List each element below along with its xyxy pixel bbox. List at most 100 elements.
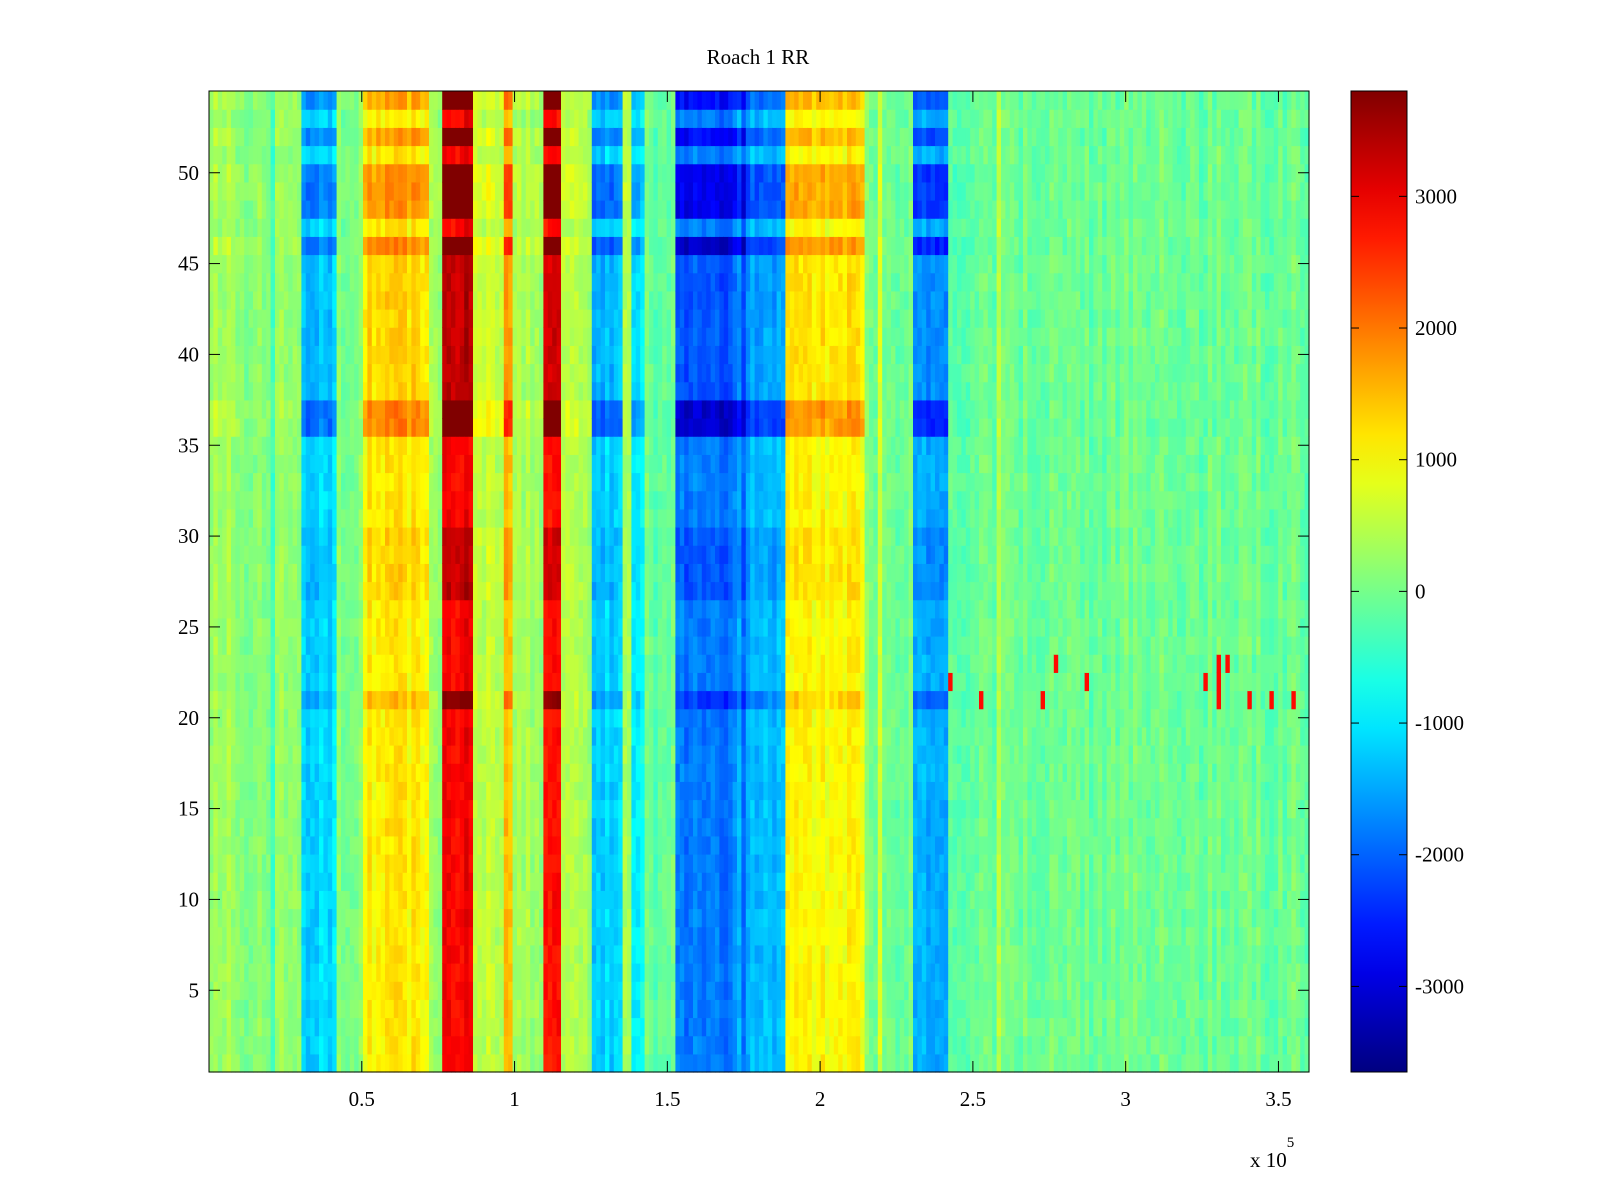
heatmap-cell	[587, 581, 593, 601]
heatmap-cell	[363, 200, 368, 219]
heatmap-cell	[446, 1017, 452, 1037]
heatmap-cell	[473, 145, 478, 165]
heatmap-cell	[261, 763, 267, 782]
heatmap-cell	[244, 799, 250, 819]
heatmap-cell	[336, 272, 342, 292]
heatmap-cell	[244, 672, 250, 692]
heatmap-cell	[517, 490, 522, 510]
heatmap-cell	[446, 508, 452, 528]
heatmap-cell	[613, 708, 619, 728]
heatmap-cell	[402, 490, 408, 510]
heatmap-cell	[393, 963, 399, 982]
heatmap-cell	[468, 472, 474, 492]
heatmap-cell	[261, 617, 267, 637]
heatmap-cell	[371, 799, 377, 819]
heatmap-cell	[363, 472, 368, 492]
heatmap-cell	[270, 599, 276, 619]
heatmap-cell	[363, 581, 368, 601]
heatmap-cell	[499, 436, 505, 455]
heatmap-cell	[217, 381, 223, 401]
heatmap-cell	[429, 218, 434, 237]
heatmap-cell	[574, 309, 580, 328]
heatmap-cell	[605, 817, 610, 837]
heatmap-cell	[363, 1017, 368, 1037]
heatmap-cell	[547, 854, 553, 873]
heatmap-cell	[244, 708, 250, 728]
heatmap-cell	[561, 835, 566, 855]
heatmap-cell	[596, 926, 602, 946]
heatmap-cell	[319, 654, 324, 673]
heatmap-cell	[508, 617, 514, 637]
heatmap-cell	[569, 963, 575, 982]
heatmap-cell	[257, 817, 263, 837]
heatmap-cell	[235, 1017, 241, 1037]
heatmap-cell	[543, 854, 549, 873]
heatmap-cell	[420, 454, 426, 474]
heatmap-cell	[283, 163, 289, 183]
heatmap-cell	[534, 490, 540, 510]
heatmap-cell	[332, 545, 338, 564]
heatmap-cell	[226, 690, 232, 710]
heatmap-cell	[547, 981, 553, 1000]
heatmap-cell	[587, 1053, 593, 1073]
heatmap-cell	[402, 454, 408, 474]
heatmap-cell	[587, 926, 593, 946]
heatmap-cell	[508, 1053, 514, 1073]
heatmap-cell	[464, 999, 470, 1019]
heatmap-cell	[451, 890, 456, 910]
heatmap-cell	[270, 926, 276, 946]
heatmap-cell	[301, 436, 307, 455]
heatmap-cell	[332, 799, 338, 819]
heatmap-cell	[226, 872, 232, 891]
heatmap-cell	[424, 472, 430, 492]
heatmap-cell	[578, 563, 584, 583]
heatmap-cell	[226, 763, 232, 782]
heatmap-cell	[596, 290, 602, 310]
heatmap-cell	[534, 617, 540, 637]
heatmap-cell	[398, 690, 404, 710]
heatmap-cell	[459, 926, 465, 946]
heatmap-cell	[503, 472, 509, 492]
heatmap-cell	[517, 763, 522, 782]
heatmap-cell	[415, 1035, 421, 1055]
heatmap-cell	[464, 272, 470, 292]
heatmap-cell	[583, 236, 588, 256]
heatmap-cell	[455, 654, 461, 673]
heatmap-cell	[574, 436, 580, 455]
heatmap-cell	[283, 345, 289, 365]
heatmap-cell	[442, 763, 448, 782]
heatmap-cell	[358, 527, 364, 546]
heatmap-cell	[530, 109, 536, 128]
heatmap-cell	[239, 127, 245, 147]
heatmap-cell	[297, 981, 302, 1000]
heatmap-cell	[429, 781, 434, 801]
heatmap-cell	[495, 981, 500, 1000]
heatmap-cell	[583, 944, 588, 964]
heatmap-cell	[543, 599, 549, 619]
heatmap-cell	[244, 690, 250, 710]
heatmap-cell	[345, 436, 351, 455]
heatmap-cell	[244, 454, 250, 474]
heatmap-cell	[389, 254, 395, 274]
heatmap-cell	[411, 508, 417, 528]
heatmap-cell	[609, 327, 615, 346]
heatmap-cell	[217, 745, 223, 764]
heatmap-cell	[398, 854, 404, 873]
heatmap-cell	[517, 581, 522, 601]
heatmap-cell	[539, 309, 544, 328]
heatmap-cell	[499, 599, 505, 619]
heatmap-cell	[561, 636, 566, 655]
heatmap-cell	[349, 363, 355, 383]
heatmap-cell	[420, 545, 426, 564]
heatmap-cell	[345, 236, 351, 256]
heatmap-cell	[517, 636, 522, 655]
heatmap-cell	[424, 690, 430, 710]
heatmap-cell	[455, 109, 461, 128]
heatmap-cell	[363, 654, 368, 673]
heatmap-cell	[446, 1053, 452, 1073]
heatmap-cell	[499, 817, 505, 837]
heatmap-cell	[323, 563, 329, 583]
heatmap-cell	[283, 272, 289, 292]
heatmap-cell	[327, 872, 333, 891]
heatmap-cell	[279, 454, 285, 474]
